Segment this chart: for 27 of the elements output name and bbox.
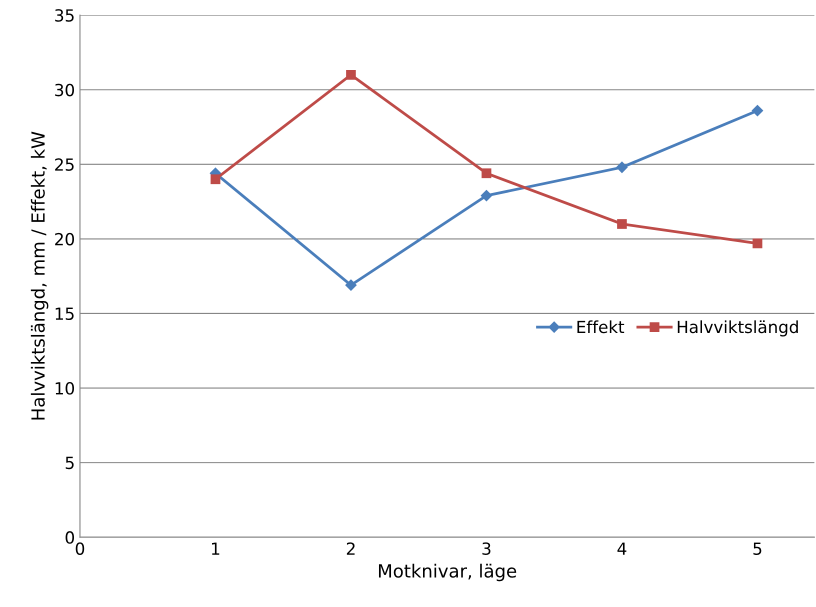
point: [345, 280, 357, 291]
point: [752, 105, 764, 116]
point: [480, 190, 492, 202]
x-axis-title: Motknivar, läge: [378, 564, 516, 582]
point: [752, 238, 762, 248]
legend-label: Effekt: [577, 320, 624, 334]
x-tick-label: 3: [482, 542, 490, 555]
y-tick-label: 0: [66, 531, 74, 544]
x-tick-label: 1: [212, 542, 220, 555]
y-tick-label: 10: [56, 382, 74, 395]
x-tick-label: 4: [617, 542, 626, 555]
y-tick-label: 30: [55, 84, 74, 96]
x-tick-label: 2: [346, 542, 355, 555]
x-tick-label: 5: [753, 542, 762, 555]
y-axis-title: Halvviktslängd, mm / Effekt, kW: [30, 132, 48, 420]
legend-label: Halvviktslängd: [678, 320, 798, 336]
point: [617, 219, 627, 229]
y-tick-label: 20: [55, 232, 74, 246]
y-tick-label: 35: [55, 9, 74, 22]
y-tick-label: 15: [56, 308, 74, 320]
y-tick-label: 5: [66, 456, 74, 470]
point: [210, 174, 220, 184]
point: [616, 162, 628, 173]
point: [346, 70, 356, 80]
x-tick-label: 0: [76, 542, 84, 555]
point: [482, 168, 492, 178]
y-tick-label: 25: [55, 158, 74, 171]
